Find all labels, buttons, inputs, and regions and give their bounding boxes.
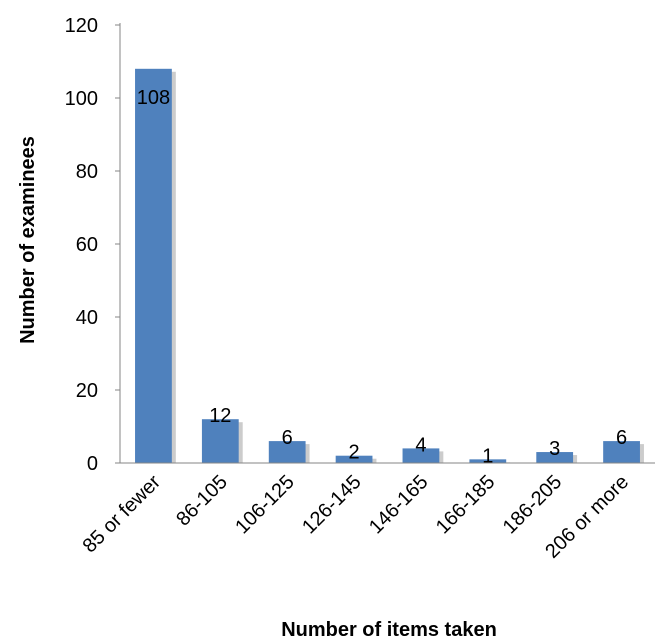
y-tick-label: 40: [76, 307, 98, 329]
y-tick-label: 100: [65, 88, 98, 110]
x-tick-label: 86-105: [172, 471, 232, 531]
x-tick-label: 85 or fewer: [79, 471, 166, 558]
y-axis-title: Number of examinees: [17, 136, 39, 344]
data-label: 6: [616, 427, 627, 449]
bar: [469, 459, 507, 463]
bar: [402, 448, 440, 463]
bar: [268, 441, 306, 463]
y-tick-label: 60: [76, 234, 98, 256]
data-label: 3: [549, 438, 560, 460]
data-label: 6: [282, 427, 293, 449]
axes: [119, 23, 655, 464]
x-tick-label: 186-205: [499, 471, 566, 538]
data-label: 2: [349, 442, 360, 464]
data-labels: 108 12 6 2 4 1 3 6: [137, 87, 627, 468]
y-tick-label: 0: [87, 453, 98, 475]
data-label: 4: [415, 434, 426, 456]
x-axis-tick-labels: 85 or fewer 86-105 106-125 126-145 146-165 16…: [79, 471, 633, 563]
bars: [135, 68, 644, 464]
x-tick-label: 166-185: [432, 471, 499, 538]
bar: [201, 419, 239, 463]
bar: [335, 455, 373, 463]
data-label: 1: [482, 445, 493, 467]
x-tick-label: 106-125: [231, 471, 298, 538]
y-tick-label: 80: [76, 161, 98, 183]
x-axis-title: Number of items taken: [281, 619, 497, 641]
x-tick-label: 146-165: [365, 471, 432, 538]
bar: [135, 68, 172, 464]
y-tick-label: 120: [65, 15, 98, 37]
data-label: 12: [209, 405, 231, 427]
bar: [603, 441, 640, 463]
x-tick-label: 126-145: [298, 471, 365, 538]
y-axis-ticks: 0 20 40 60 80 100 120: [65, 15, 120, 475]
data-label: 108: [137, 87, 170, 109]
y-tick-label: 20: [76, 380, 98, 402]
bar: [536, 452, 574, 463]
